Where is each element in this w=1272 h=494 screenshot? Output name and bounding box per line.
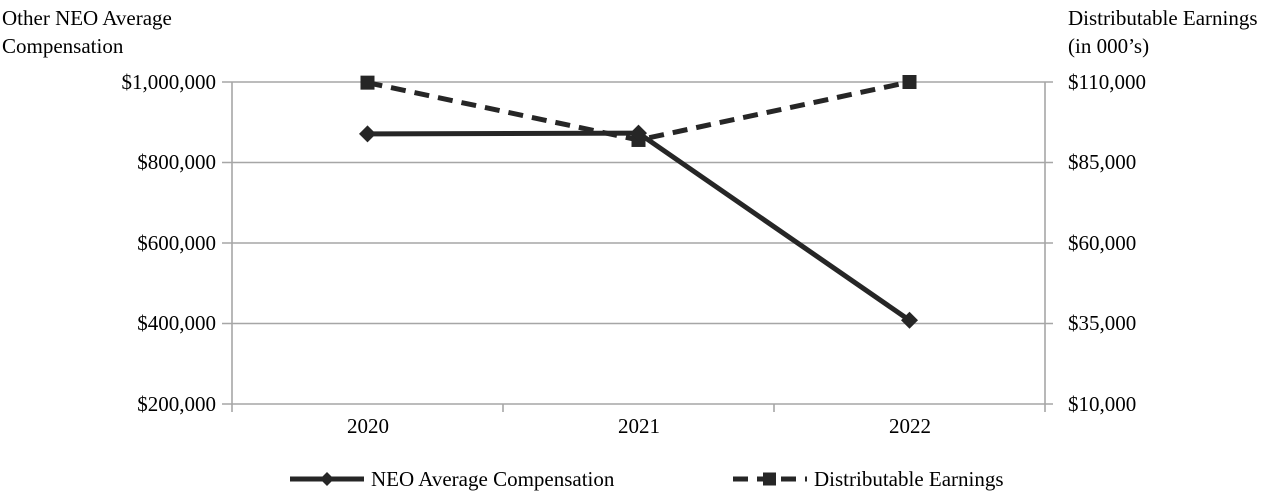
legend-item-distributable-earnings: Distributable Earnings xyxy=(733,467,1004,491)
marker-diamond xyxy=(901,311,918,329)
x-axis-label-2020: 2020 xyxy=(347,414,389,438)
right-axis-tick-label: $35,000 xyxy=(1068,311,1137,335)
left-axis-tick-label: $400,000 xyxy=(137,311,216,335)
left-axis-tick-label: $800,000 xyxy=(137,150,216,174)
marker-square xyxy=(902,75,917,89)
marker-diamond xyxy=(359,125,376,143)
series-line-neo-average-compensation xyxy=(367,130,911,323)
x-axis-label-2021: 2021 xyxy=(618,414,660,438)
marker-square xyxy=(360,75,375,90)
left-axis-tick-label: $600,000 xyxy=(137,231,216,255)
left-axis-title: Other NEO Average Compensation xyxy=(2,6,172,58)
right-axis-tick-label: $110,000 xyxy=(1068,70,1146,94)
left-axis-tick-label: $200,000 xyxy=(137,392,216,416)
right-axis-tick-label: $85,000 xyxy=(1068,150,1137,174)
legend-item-neo-average-compensation: NEO Average Compensation xyxy=(290,467,614,491)
right-axis-title: Distributable Earnings (in 000’s) xyxy=(1068,6,1258,58)
left-axis-tick-label: $1,000,000 xyxy=(121,70,217,94)
marker-diamond xyxy=(630,124,647,142)
x-axis-label-2022: 2022 xyxy=(889,414,931,438)
legend-label: NEO Average Compensation xyxy=(371,467,615,491)
legend-label: Distributable Earnings xyxy=(814,467,1004,491)
right-axis-tick-label: $10,000 xyxy=(1068,392,1137,416)
right-axis-tick-label: $60,000 xyxy=(1068,231,1137,255)
solid-line-diamond-icon xyxy=(290,472,364,486)
dashed-line-square-icon xyxy=(733,472,807,486)
